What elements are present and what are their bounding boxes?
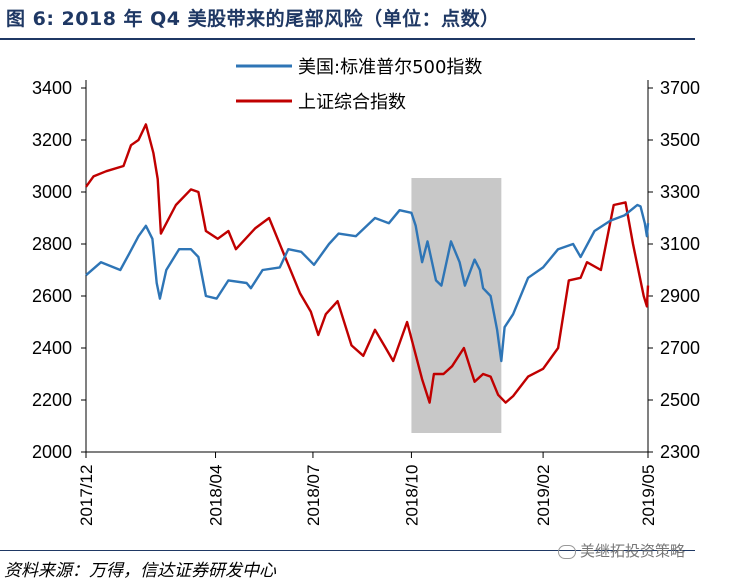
x-tick-label: 2018/10	[402, 465, 421, 526]
left-tick-label: 2600	[32, 286, 72, 306]
legend-label-sp500: 美国:标准普尔500指数	[298, 57, 482, 78]
left-tick-label: 3200	[32, 130, 72, 150]
x-tick-label: 2019/02	[534, 465, 553, 526]
series-line-sp500	[85, 203, 650, 363]
source-note: 资料来源：万得，信达证券研发中心	[4, 561, 276, 581]
right-tick-label: 3700	[660, 78, 700, 98]
right-tick-label: 2500	[660, 390, 700, 410]
wechat-icon	[558, 544, 576, 559]
right-tick-label: 2700	[660, 338, 700, 358]
left-tick-label: 2800	[32, 234, 72, 254]
right-tick-label: 2900	[660, 286, 700, 306]
legend-label-shanghai: 上证综合指数	[298, 92, 406, 113]
x-tick-label: 2018/07	[304, 465, 323, 526]
x-tick-label: 2019/05	[639, 465, 658, 526]
left-tick-label: 2400	[32, 338, 72, 358]
x-tick-label: 2017/12	[77, 465, 96, 526]
chart-title: 图 6: 2018 年 Q4 美股带来的尾部风险（单位：点数）	[6, 8, 500, 30]
watermark-text: 美继拓投资策略	[580, 542, 686, 560]
footer-rule	[0, 550, 695, 551]
left-tick-label: 3000	[32, 182, 72, 202]
left-tick-label: 3400	[32, 78, 72, 98]
right-tick-label: 3500	[660, 130, 700, 150]
watermark: 美继拓投资策略	[558, 540, 685, 561]
left-tick-label: 2200	[32, 390, 72, 410]
legend: 美国:标准普尔500指数 上证综合指数	[236, 57, 482, 113]
shaded-region	[411, 178, 502, 433]
series-line-shanghai	[85, 123, 650, 404]
x-tick-label: 2018/04	[207, 465, 226, 526]
right-tick-label: 3300	[660, 182, 700, 202]
title-rule	[0, 38, 695, 40]
left-tick-label: 2000	[32, 442, 72, 462]
series-lines	[85, 123, 650, 404]
axes: 2000 2200 2400 2600 2800 3000 3200 3400 2300 2500…	[32, 78, 700, 526]
right-tick-label: 3100	[660, 234, 700, 254]
right-tick-label: 2300	[660, 442, 700, 462]
